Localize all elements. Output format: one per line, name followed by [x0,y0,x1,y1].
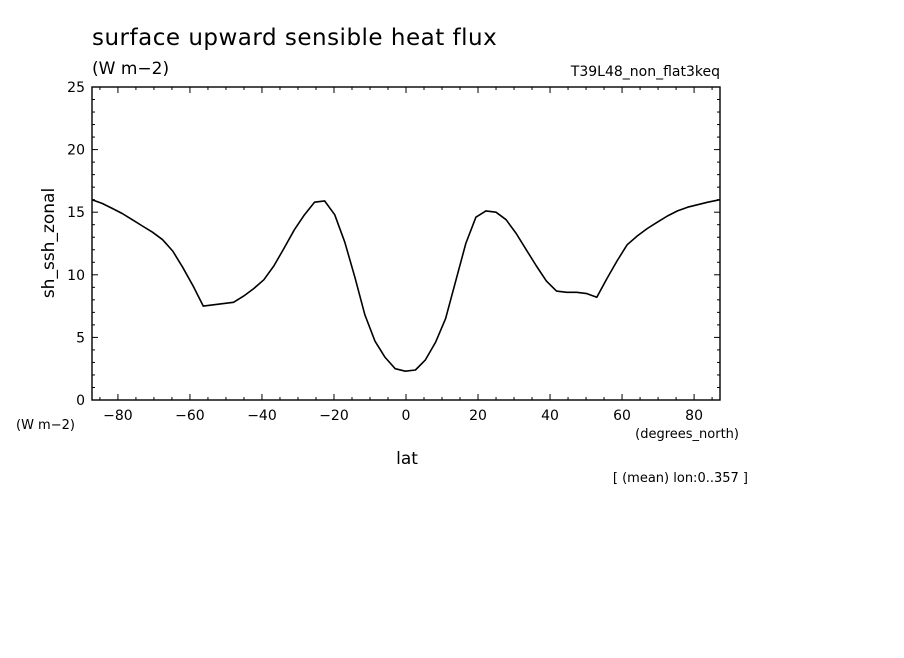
x-tick-label: 80 [685,408,703,424]
x-tick-label: −20 [319,408,349,424]
y-axis-units: (W m−2) [16,418,75,433]
y-tick-label: 10 [67,268,85,284]
x-tick-label: 0 [402,408,411,424]
chart-title: surface upward sensible heat flux [92,25,497,51]
y-tick-label: 25 [67,80,85,96]
x-tick-label: −80 [103,408,133,424]
x-axis-units: (degrees_north) [635,427,739,442]
x-tick-label: 60 [613,408,631,424]
y-tick-label: 5 [76,330,85,346]
mean-note: [ (mean) lon:0..357 ] [613,471,748,486]
y-axis-label: sh_ssh_zonal [39,188,59,298]
axis-ticks [92,86,720,401]
experiment-label: T39L48_non_flat3keq [570,64,720,80]
data-series-line [91,198,721,373]
x-tick-labels: −80 −60 −40 −20 0 20 40 60 80 [103,408,703,424]
x-tick-label: −60 [175,408,205,424]
chart-units: (W m−2) [92,59,169,79]
y-tick-label: 15 [67,205,85,221]
x-tick-label: 20 [469,408,487,424]
y-tick-label: 0 [76,393,85,409]
y-tick-labels: 0 5 10 15 20 25 [67,80,85,409]
plot-frame [91,86,721,401]
x-tick-label: −40 [247,408,277,424]
x-tick-label: 40 [541,408,559,424]
y-tick-label: 20 [67,143,85,159]
x-axis-label: lat [396,449,418,469]
